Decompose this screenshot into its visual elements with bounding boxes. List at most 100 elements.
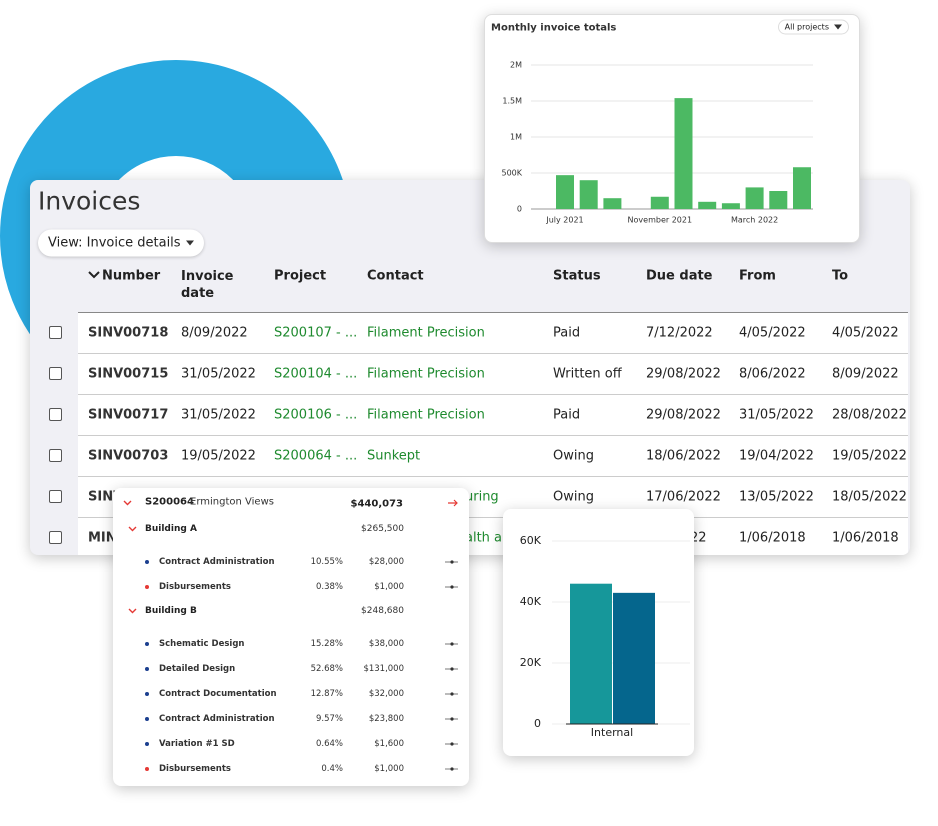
- table-cell[interactable]: Sunkept: [367, 448, 421, 464]
- table-cell: SINV00717: [88, 407, 169, 423]
- column-header[interactable]: To: [832, 268, 849, 284]
- column-header[interactable]: Number: [102, 268, 161, 284]
- column-header[interactable]: Contact: [367, 268, 424, 284]
- spark-dot: [450, 767, 454, 771]
- table-cell[interactable]: S200064 - ...: [274, 448, 358, 464]
- bar: [698, 201, 717, 209]
- table-cell: 29/08/2022: [646, 366, 721, 382]
- item-dot: [145, 742, 149, 746]
- table-cell: 19/05/2022: [832, 448, 907, 464]
- table-row: [78, 394, 908, 435]
- spark-dot: [450, 585, 454, 589]
- row-checkbox[interactable]: [49, 490, 62, 503]
- item-dot: [145, 717, 149, 721]
- table-cell: 18/06/2022: [646, 448, 721, 464]
- table-cell[interactable]: Filament Precision: [367, 366, 485, 382]
- row-checkbox[interactable]: [49, 367, 62, 380]
- project-code: S200064: [145, 496, 194, 508]
- item-dot: [145, 767, 149, 771]
- row-checkbox[interactable]: [49, 531, 62, 544]
- chart-svg: 0 20K 40K 60K Internal: [520, 534, 690, 739]
- item-dot: [145, 692, 149, 696]
- table-cell[interactable]: alth an: [465, 530, 511, 546]
- column-header[interactable]: Invoice date: [181, 269, 234, 301]
- table-row: [78, 353, 908, 394]
- table-cell: 17/06/2022: [646, 489, 721, 505]
- bar: [793, 167, 811, 209]
- item-name: Variation #1 SD: [159, 739, 235, 749]
- open-arrow: [448, 499, 458, 507]
- column-header[interactable]: Status: [553, 268, 601, 284]
- sort-chevron: [88, 271, 100, 279]
- item-name: Detailed Design: [159, 664, 236, 674]
- chart-title: Monthly invoice totals: [491, 22, 617, 34]
- table-cell: SINV00715: [88, 366, 169, 382]
- table-cell: Written off: [553, 366, 622, 382]
- item-name: Schematic Design: [159, 639, 245, 649]
- item-name: Disbursements: [159, 764, 231, 774]
- table-cell: Paid: [553, 407, 581, 423]
- column-header[interactable]: From: [739, 268, 776, 284]
- y-tick-label: 1.5M: [502, 97, 522, 106]
- table-cell: 8/09/2022: [181, 325, 248, 341]
- spark-dot: [450, 717, 454, 721]
- bar: [721, 203, 740, 209]
- item-amount: $131,000: [363, 664, 404, 674]
- bar: [603, 198, 622, 209]
- table-cell[interactable]: S200104 - ...: [274, 366, 358, 382]
- column-header[interactable]: Due date: [646, 268, 713, 284]
- table-cell[interactable]: uring: [465, 489, 499, 505]
- table-cell[interactable]: S200106 - ...: [274, 407, 358, 423]
- spark-dot: [450, 560, 454, 564]
- item-dot: [145, 667, 149, 671]
- bar: [650, 196, 669, 209]
- spark-dot: [450, 667, 454, 671]
- bar: [674, 98, 693, 209]
- x-tick-label: Internal: [591, 726, 633, 739]
- item-amount: $28,000: [368, 557, 404, 567]
- monthly-card: Monthly invoice totals All projects 0 500K 1…: [484, 14, 860, 243]
- expand-chevron: [128, 526, 137, 532]
- item-percent: 52.68%: [310, 664, 343, 674]
- table-cell: 29/08/2022: [646, 407, 721, 423]
- y-tick-label: 500K: [501, 169, 522, 178]
- table-cell: 31/05/2022: [181, 407, 256, 423]
- table-cell: 18/05/2022: [832, 489, 907, 505]
- bar: [613, 592, 655, 724]
- item-dot: [145, 560, 149, 564]
- bar: [556, 175, 574, 209]
- view-button[interactable]: View: Invoice details: [38, 229, 204, 257]
- item-percent: 9.57%: [315, 714, 343, 724]
- bar: [579, 180, 598, 209]
- row-checkbox[interactable]: [49, 326, 62, 339]
- bar: [745, 187, 764, 209]
- bar: [570, 583, 612, 724]
- column-header[interactable]: Project: [274, 268, 327, 284]
- y-tick-label: 1M: [510, 133, 522, 142]
- table-cell: 19/04/2022: [739, 448, 814, 464]
- table-cell: 13/05/2022: [739, 489, 814, 505]
- table-row: [78, 312, 908, 353]
- item-percent: 0.64%: [315, 739, 343, 749]
- table-cell[interactable]: S200107 - ...: [274, 325, 358, 341]
- row-checkbox[interactable]: [49, 408, 62, 421]
- table-cell: 8/06/2022: [739, 366, 806, 382]
- item-dot: [145, 585, 149, 589]
- group-name: Building B: [145, 606, 197, 616]
- item-name: Contract Documentation: [159, 689, 277, 699]
- item-amount: $32,000: [368, 689, 404, 699]
- table-cell: SINV00718: [88, 325, 169, 341]
- table-cell[interactable]: Filament Precision: [367, 407, 485, 423]
- item-name: Disbursements: [159, 582, 231, 592]
- filter-dropdown[interactable]: All projects: [777, 19, 849, 35]
- project-total: $440,073: [350, 498, 403, 510]
- x-tick-label: November 2021: [628, 216, 693, 225]
- table-cell: Owing: [553, 448, 594, 464]
- table-cell[interactable]: Filament Precision: [367, 325, 485, 341]
- y-tick-label: 20K: [520, 656, 542, 669]
- row-checkbox[interactable]: [49, 449, 62, 462]
- spark-dot: [450, 692, 454, 696]
- item-percent: 15.28%: [310, 639, 343, 649]
- table-cell: MIN: [88, 530, 117, 546]
